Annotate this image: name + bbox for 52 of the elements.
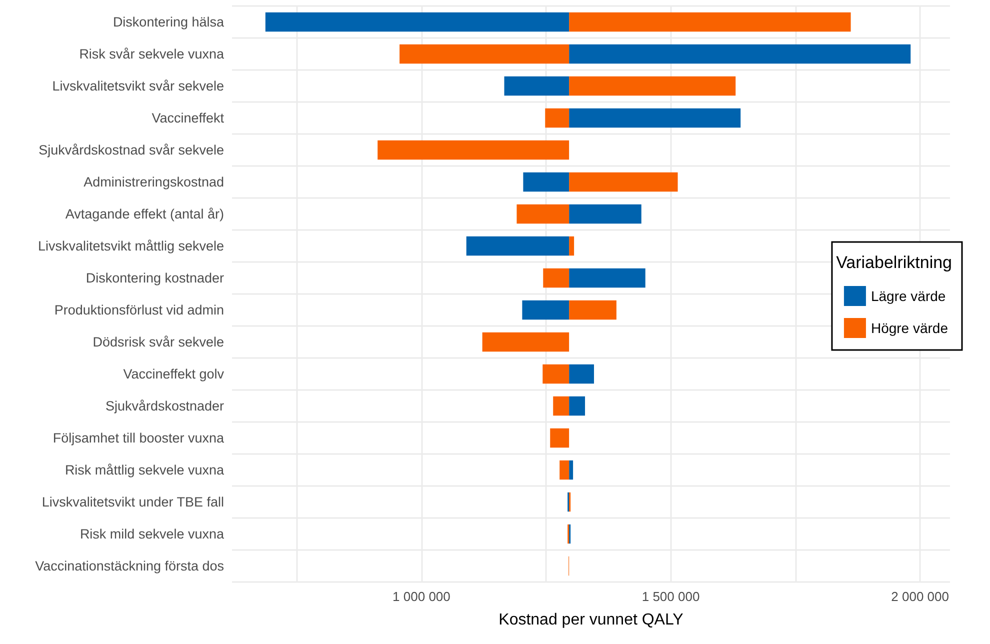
bar xyxy=(378,140,570,160)
y-tick-label: Dödsrisk svår sekvele xyxy=(92,334,224,350)
bar xyxy=(569,204,642,224)
x-tick-label: 2 000 000 xyxy=(891,589,950,604)
y-tick-label: Vaccinationstäckning första dos xyxy=(35,558,224,574)
legend-title: Variabelriktning xyxy=(836,253,952,272)
legend-label: Högre värde xyxy=(870,320,948,336)
bar xyxy=(569,44,911,64)
bar xyxy=(569,236,574,256)
bar xyxy=(516,204,570,224)
bar xyxy=(560,460,570,480)
x-axis-title: Kostnad per vunnet QALY xyxy=(498,612,684,628)
bar xyxy=(265,12,570,32)
bar xyxy=(569,12,851,32)
bar xyxy=(543,268,570,288)
bar xyxy=(482,332,570,352)
bar xyxy=(569,268,646,288)
y-tick-label: Produktionsförlust vid admin xyxy=(54,302,224,318)
y-tick-label: Diskontering hälsa xyxy=(112,14,224,30)
bar xyxy=(523,172,570,192)
bar xyxy=(569,76,736,96)
bar xyxy=(400,44,570,64)
x-tick-label: 1 000 000 xyxy=(392,589,450,604)
y-tick-label: Administreringskostnad xyxy=(84,174,224,190)
y-tick-label: Livskvalitetsvikt under TBE fall xyxy=(42,494,224,510)
y-tick-label: Risk måttlig sekvele vuxna xyxy=(64,462,224,478)
y-tick-label: Sjukvårdskostnad svår sekvele xyxy=(38,142,224,158)
bar xyxy=(504,76,570,96)
y-tick-label: Livskvalitetsvikt måttlig sekvele xyxy=(38,238,224,254)
y-tick-label: Risk mild sekvele vuxna xyxy=(80,526,224,542)
bar xyxy=(545,108,570,128)
bar xyxy=(569,300,616,320)
y-tick-label: Livskvalitetsvikt svår sekvele xyxy=(52,78,224,94)
bar xyxy=(522,300,570,320)
bar xyxy=(569,172,678,192)
bar xyxy=(569,108,741,128)
y-tick-label: Vaccineffekt xyxy=(152,110,224,126)
x-tick-label: 1 500 000 xyxy=(642,589,700,604)
y-tick-label: Avtagande effekt (antal år) xyxy=(65,206,224,222)
bar xyxy=(542,364,570,384)
y-tick-label: Diskontering kostnader xyxy=(86,270,224,286)
y-tick-label: Risk svår sekvele vuxna xyxy=(79,46,224,62)
bar xyxy=(466,236,570,256)
y-tick-label: Följsamhet till booster vuxna xyxy=(52,430,224,446)
bar xyxy=(569,396,586,416)
bar xyxy=(569,364,594,384)
y-tick-label: Vaccineffekt golv xyxy=(123,366,224,382)
bar xyxy=(553,396,570,416)
bar xyxy=(569,460,574,480)
legend-label: Lägre värde xyxy=(870,288,946,304)
y-tick-label: Sjukvårdskostnader xyxy=(105,398,224,414)
bar xyxy=(550,428,570,448)
